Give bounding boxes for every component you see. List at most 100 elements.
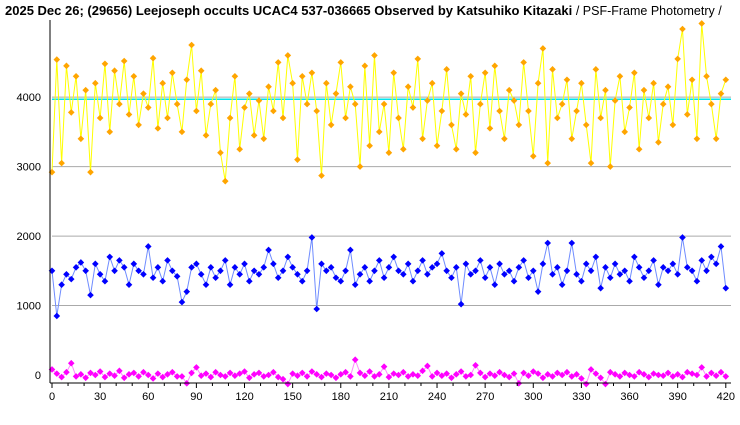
data-point-comparison (130, 260, 138, 268)
data-point-target (428, 79, 436, 87)
data-point-comparison (631, 253, 638, 261)
data-point-comparison (120, 264, 128, 271)
data-point-difference (558, 371, 566, 379)
data-point-difference (144, 371, 152, 379)
data-point-comparison (323, 267, 330, 275)
data-point-difference (679, 373, 686, 381)
data-point-difference (294, 372, 301, 380)
data-point-comparison (207, 264, 215, 271)
data-point-target (77, 135, 85, 143)
data-point-comparison (597, 284, 604, 292)
data-point-target (501, 135, 508, 143)
data-point-comparison (452, 264, 460, 271)
data-point-target (544, 159, 552, 167)
data-point-comparison (255, 270, 263, 278)
data-point-target (539, 45, 547, 52)
data-point-target (626, 104, 633, 111)
data-point-difference (63, 368, 70, 376)
data-point-difference (347, 373, 354, 380)
data-point-comparison (173, 273, 181, 280)
data-point-target (188, 41, 195, 49)
data-point-target (708, 100, 715, 108)
y-tick-label: 2000 (17, 231, 41, 243)
data-point-target (318, 172, 325, 179)
data-point-difference (207, 373, 215, 381)
data-point-difference (197, 372, 205, 380)
data-point-comparison (178, 298, 186, 306)
data-point-target (481, 69, 489, 77)
data-point-target (375, 128, 383, 136)
data-point-difference (116, 367, 123, 375)
data-point-difference (693, 371, 701, 379)
data-point-target (712, 135, 720, 143)
data-point-difference (467, 371, 475, 379)
x-tick-label: 300 (524, 391, 542, 403)
data-point-difference (375, 371, 383, 378)
data-point-comparison (529, 267, 537, 275)
data-point-comparison (679, 234, 686, 241)
data-point-comparison (294, 270, 301, 278)
data-point-comparison (606, 274, 614, 282)
data-point-difference (202, 370, 210, 377)
data-point-difference (428, 373, 436, 380)
data-point-difference (698, 364, 706, 371)
x-tick-label: 120 (235, 391, 253, 403)
data-point-target (452, 145, 460, 153)
data-point-difference (635, 368, 643, 376)
data-point-target (674, 55, 681, 63)
data-point-comparison (419, 257, 426, 264)
data-point-difference (549, 373, 556, 380)
data-point-difference (510, 370, 518, 377)
data-point-target (135, 121, 142, 129)
data-point-target (486, 125, 494, 132)
data-point-difference (323, 370, 330, 377)
data-point-comparison (659, 264, 667, 271)
data-point-difference (669, 373, 677, 380)
data-point-target (197, 67, 205, 75)
series-markers (48, 20, 730, 388)
data-point-difference (140, 368, 147, 376)
data-point-comparison (361, 264, 369, 271)
data-point-comparison (298, 277, 306, 285)
data-point-target (409, 104, 417, 111)
data-point-difference (149, 375, 157, 382)
data-point-comparison (611, 260, 619, 268)
data-point-target (130, 72, 138, 80)
data-point-target (688, 76, 696, 84)
data-point-comparison (265, 246, 272, 254)
data-point-difference (221, 373, 229, 380)
data-point-comparison (655, 281, 662, 288)
data-point-difference (631, 373, 638, 380)
x-tick-label: 420 (717, 391, 735, 403)
data-point-target (568, 135, 576, 143)
data-point-comparison (616, 270, 624, 278)
data-point-difference (188, 369, 195, 377)
data-point-difference (496, 368, 503, 376)
chart-title: 2025 Dec 26; (29656) Leejoseph occults U… (5, 3, 722, 18)
data-point-target (549, 66, 556, 73)
data-point-target (424, 97, 431, 104)
data-point-target (260, 135, 268, 143)
data-point-difference (597, 374, 604, 382)
data-point-comparison (520, 257, 527, 264)
data-point-comparison (404, 260, 412, 268)
data-point-comparison (510, 277, 518, 285)
data-point-target (438, 107, 446, 115)
data-point-target (390, 69, 398, 77)
data-point-difference (457, 368, 465, 375)
data-point-comparison (640, 274, 648, 282)
data-point-comparison (337, 277, 345, 285)
data-point-comparison (371, 267, 378, 275)
data-point-difference (289, 370, 296, 377)
data-point-comparison (481, 274, 489, 282)
data-point-target (193, 107, 200, 115)
data-point-difference (212, 368, 219, 376)
data-point-target (337, 59, 345, 66)
data-point-difference (342, 368, 349, 376)
data-point-comparison (578, 277, 585, 285)
data-point-comparison (154, 264, 162, 271)
data-point-difference (236, 370, 243, 377)
data-point-difference (308, 368, 316, 375)
data-point-target (558, 100, 566, 108)
data-point-target (529, 152, 537, 160)
